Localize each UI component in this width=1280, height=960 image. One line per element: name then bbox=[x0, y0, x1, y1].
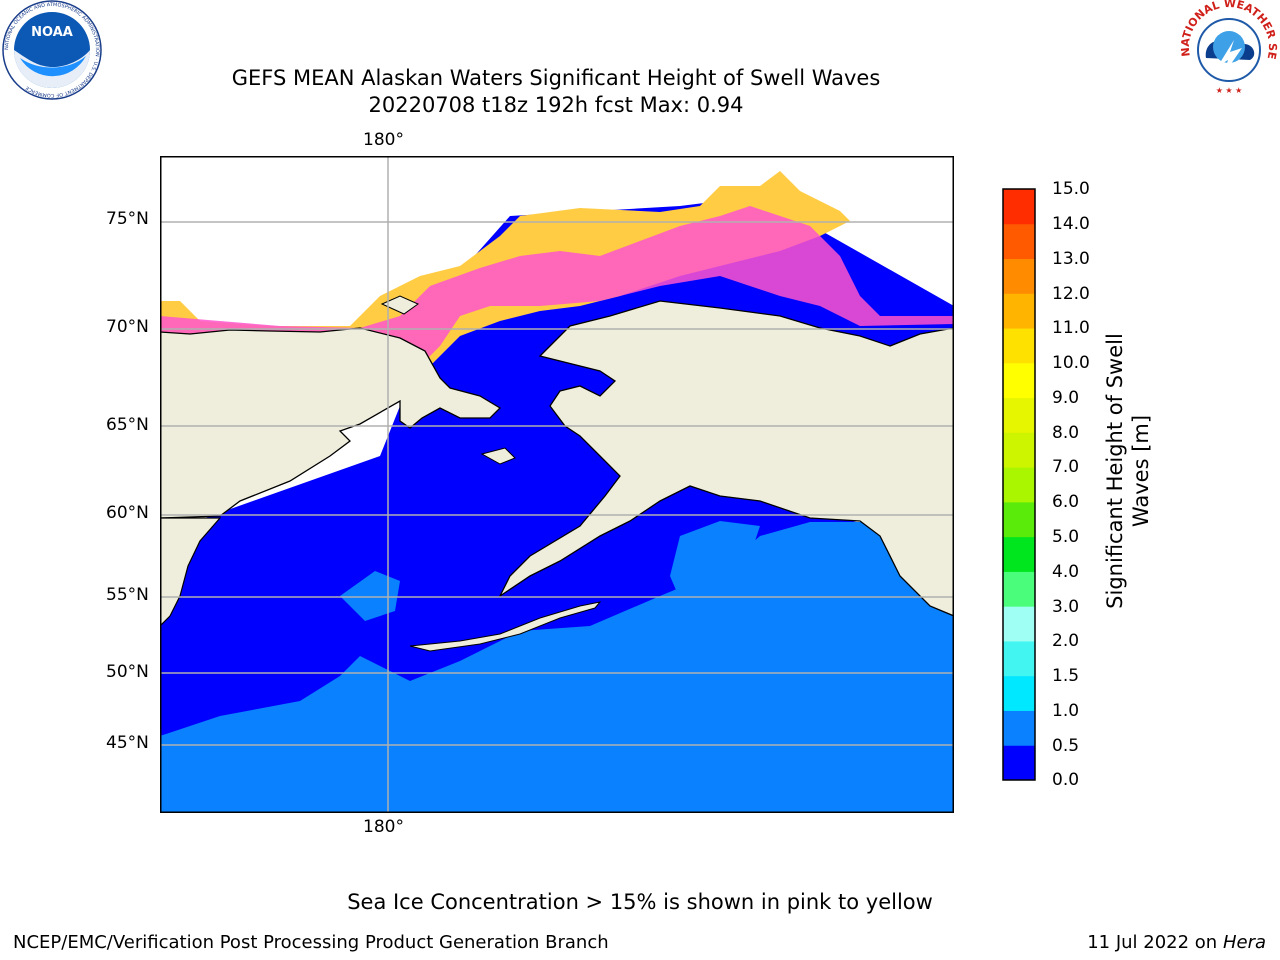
map-panel bbox=[160, 156, 954, 813]
footer-date: 11 Jul 2022 on Hera bbox=[1087, 932, 1266, 953]
colorbar-tick: 1.0 bbox=[1052, 701, 1080, 721]
nws-logo: NATIONAL WEATHER SERVICE ★ ★ ★ bbox=[1178, 0, 1279, 96]
colorbar-tick: 10.0 bbox=[1052, 353, 1090, 373]
lat-label: 50°N bbox=[106, 662, 149, 682]
colorbar-segment bbox=[1003, 640, 1035, 677]
lon-label-bottom: 180° bbox=[363, 817, 404, 837]
colorbar-segment bbox=[1003, 362, 1035, 399]
colorbar-tick: 8.0 bbox=[1052, 423, 1080, 443]
lat-label: 45°N bbox=[106, 733, 149, 753]
lon-label-top: 180° bbox=[363, 130, 404, 150]
colorbar-tick: 0.5 bbox=[1052, 736, 1080, 756]
lat-label: 70°N bbox=[106, 317, 149, 337]
colorbar bbox=[1002, 188, 1036, 781]
graticule bbox=[160, 156, 954, 813]
colorbar-segment bbox=[1003, 675, 1035, 711]
colorbar-segment bbox=[1003, 536, 1035, 572]
colorbar-segment bbox=[1003, 223, 1035, 260]
ocean-mid-region bbox=[160, 522, 954, 813]
land-aleutians bbox=[409, 601, 602, 652]
colorbar-segment bbox=[1003, 293, 1035, 329]
colorbar-segment bbox=[1003, 189, 1035, 225]
colorbar-tick: 15.0 bbox=[1052, 179, 1090, 199]
ocean-mid-patch-gulf bbox=[670, 521, 760, 626]
lat-label: 55°N bbox=[106, 585, 149, 605]
colorbar-segment bbox=[1003, 432, 1035, 468]
footer-host: Hera bbox=[1222, 932, 1266, 953]
colorbar-segment bbox=[1003, 258, 1035, 294]
colorbar-tick: 1.5 bbox=[1052, 666, 1080, 686]
land-wrangel bbox=[380, 295, 420, 315]
ocean-mid-patch bbox=[340, 571, 400, 621]
svg-text:★ ★ ★: ★ ★ ★ bbox=[1216, 86, 1243, 95]
land-st-lawrence bbox=[480, 447, 516, 465]
colorbar-segment bbox=[1003, 745, 1035, 781]
colorbar-segment bbox=[1003, 606, 1035, 642]
colorbar-tick: 6.0 bbox=[1052, 492, 1080, 512]
colorbar-segment bbox=[1003, 710, 1035, 746]
land-kamchatka bbox=[160, 517, 222, 627]
colorbar-frame bbox=[1002, 188, 1036, 781]
chart-subtitle: 20220708 t18z 192h fcst Max: 0.94 bbox=[368, 93, 744, 117]
colorbar-tick: 2.0 bbox=[1052, 631, 1080, 651]
footer-date-text: 11 Jul 2022 on bbox=[1087, 932, 1223, 953]
colorbar-tick: 13.0 bbox=[1052, 249, 1090, 269]
colorbar-segment bbox=[1003, 501, 1035, 538]
lat-label: 65°N bbox=[106, 415, 149, 435]
colorbar-tick: 12.0 bbox=[1052, 284, 1090, 304]
colorbar-segment bbox=[1003, 571, 1035, 607]
land-alaska bbox=[498, 300, 954, 617]
noaa-logo: NOAA NATIONAL OCEANIC AND ATMOSPHERIC AD… bbox=[2, 0, 102, 100]
colorbar-tick: 3.0 bbox=[1052, 597, 1080, 617]
colorbar-segment bbox=[1003, 397, 1035, 433]
colorbar-tick: 5.0 bbox=[1052, 527, 1080, 547]
colorbar-segment bbox=[1003, 328, 1035, 364]
land-asia bbox=[160, 327, 502, 519]
colorbar-tick: 0.0 bbox=[1052, 770, 1080, 790]
colorbar-label: Significant Height of Swell Waves [m] bbox=[1103, 333, 1153, 609]
lat-label: 75°N bbox=[106, 209, 149, 229]
lat-label: 60°N bbox=[106, 503, 149, 523]
colorbar-segment bbox=[1003, 467, 1035, 503]
colorbar-tick: 4.0 bbox=[1052, 562, 1080, 582]
colorbar-tick: 11.0 bbox=[1052, 318, 1090, 338]
noaa-logo-text: NOAA bbox=[31, 25, 73, 40]
colorbar-tick: 9.0 bbox=[1052, 388, 1080, 408]
chart-title: GEFS MEAN Alaskan Waters Significant Hei… bbox=[231, 66, 881, 90]
sea-ice-note: Sea Ice Concentration > 15% is shown in … bbox=[347, 890, 933, 914]
footer-credit: NCEP/EMC/Verification Post Processing Pr… bbox=[13, 932, 609, 953]
colorbar-tick: 14.0 bbox=[1052, 214, 1090, 234]
colorbar-tick: 7.0 bbox=[1052, 457, 1080, 477]
